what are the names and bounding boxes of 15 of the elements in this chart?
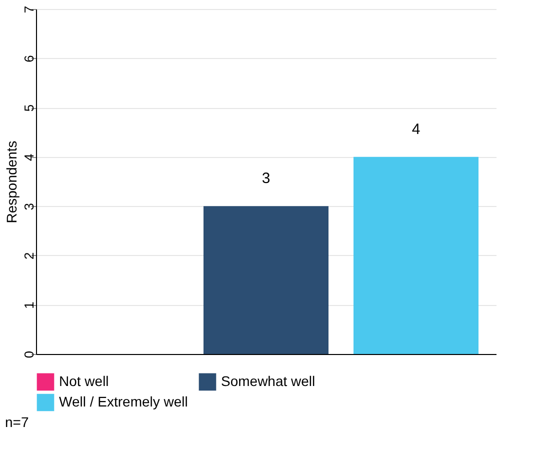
legend-label: Not well [59, 372, 109, 389]
data-label: 4 [412, 120, 420, 138]
legend-label: Well / Extremely well [59, 394, 188, 410]
y-tick-label: 0 [22, 350, 36, 358]
y-tick-label: 2 [22, 252, 36, 260]
data-label: 3 [262, 170, 270, 188]
y-tick-label: 1 [22, 302, 36, 309]
y-tick-label: 6 [22, 55, 36, 62]
y-tick-label: 3 [22, 203, 36, 210]
y-tick-label: 5 [22, 104, 36, 112]
legend-label: Somewhat well [221, 372, 316, 389]
y-axis-title: Respondents [4, 140, 20, 224]
y-tick-label: 4 [22, 154, 36, 161]
text: n=7 [5, 414, 29, 430]
y-tick-label: 7 [22, 6, 36, 14]
